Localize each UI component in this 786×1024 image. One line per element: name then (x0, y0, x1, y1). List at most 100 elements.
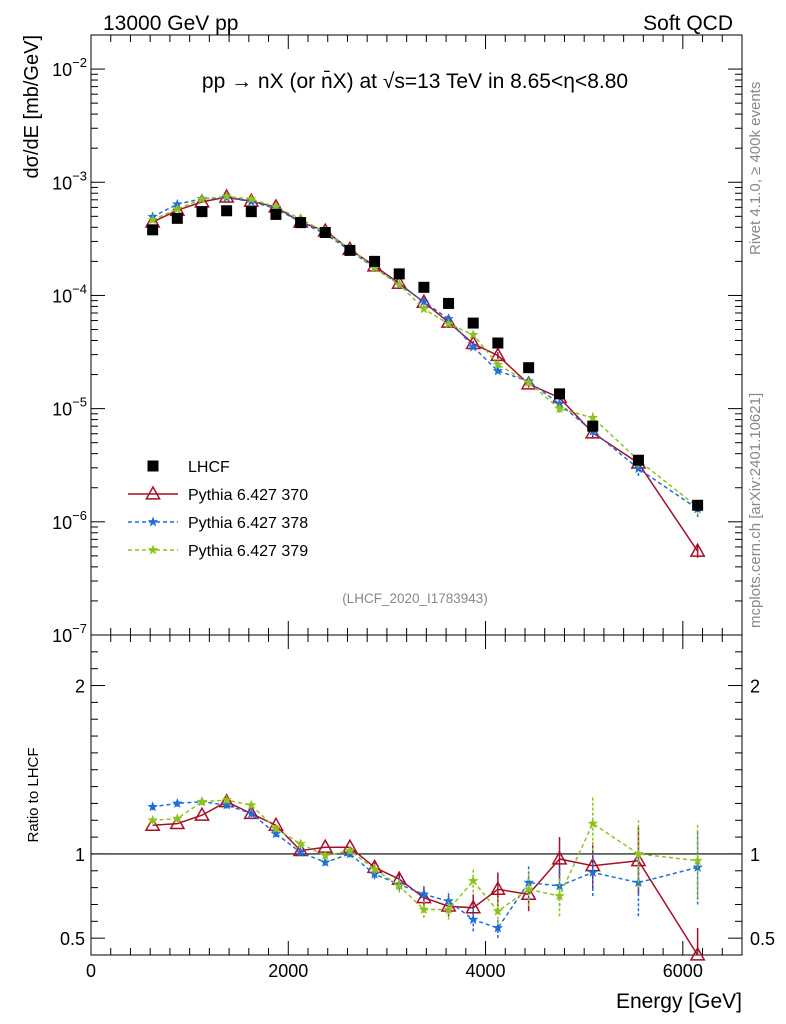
ratio-plot-frame (90, 634, 743, 956)
ratio-point-pythia-6-427-370 (689, 946, 706, 961)
main-y-tick-label: 10−5 (52, 395, 87, 420)
ratio-point-pythia-6-427-378 (467, 914, 479, 925)
ratio-point-pythia-6-427-379 (221, 794, 232, 805)
main-point-lhcf (632, 454, 644, 466)
ratio-y-tick-label: 1 (75, 845, 85, 865)
main-point-lhcf (443, 297, 455, 309)
main-point-pythia-6-427-379 (369, 262, 380, 273)
ratio-point-pythia-6-427-379 (554, 890, 565, 901)
main-point-pythia-6-427-378 (418, 296, 430, 307)
main-point-lhcf (221, 205, 233, 217)
main-point-pythia-6-427-379 (492, 359, 504, 370)
x-tick-label: 6000 (663, 961, 703, 981)
main-point-pythia-6-427-378 (633, 463, 644, 474)
x-axis: 0 2000 4000 6000 (86, 35, 743, 981)
ratio-point-pythia-6-427-379 (418, 904, 430, 914)
ratio-point-pythia-6-427-379 (633, 848, 644, 859)
ratio-point-pythia-6-427-379 (196, 796, 208, 807)
header-energy-label: 13000 GeV pp (103, 12, 238, 35)
main-y-tick-label: 10−4 (52, 281, 87, 306)
main-y-tick-label: 10−7 (52, 621, 87, 646)
main-point-pythia-6-427-379 (246, 193, 257, 204)
x-tick-label: 4000 (466, 961, 506, 981)
main-series-group (144, 188, 706, 558)
main-point-pythia-6-427-379 (418, 303, 430, 314)
main-y-tick-label: 10−6 (52, 508, 87, 533)
main-point-lhcf (393, 268, 405, 280)
ratio-point-pythia-6-427-379 (692, 855, 703, 866)
ratio-point-pythia-6-427-370 (489, 880, 506, 895)
ratio-point-pythia-6-427-379 (344, 845, 356, 856)
main-point-lhcf (319, 226, 331, 238)
ratio-y-axis-label: Ratio to LHCF (25, 747, 42, 842)
main-line-pythia-6-427-379 (152, 195, 699, 508)
ratio-y-axis: 0.5 0.5 1 1 2 2 (60, 651, 775, 949)
legend-label-pythia-6-427-379: Pythia 6.427 379 (188, 543, 308, 560)
legend-marker-pythia-6-427-378 (147, 516, 159, 527)
ratio-point-pythia-6-427-379 (369, 863, 380, 874)
main-point-lhcf (692, 499, 704, 511)
mcplots-label: mcplots.cern.ch [arXiv:2401.10621] (747, 393, 764, 628)
chart-title: pp → nX (or n̄X) at √s=13 TeV in 8.65<η<… (202, 70, 628, 93)
ratio-point-pythia-6-427-378 (443, 895, 454, 906)
ratio-point-pythia-6-427-378 (492, 922, 504, 933)
main-y-axis-label: dσ/dE [mb/GeV] (21, 35, 43, 179)
main-point-lhcf (369, 255, 381, 267)
legend-label-pythia-6-427-370: Pythia 6.427 370 (188, 487, 308, 504)
ratio-series-group (144, 793, 706, 961)
ratio-y-tick-label-right: 0.5 (750, 929, 775, 949)
legend-label-pythia-6-427-378: Pythia 6.427 378 (188, 515, 308, 532)
ratio-point-pythia-6-427-379 (467, 875, 479, 886)
main-y-tick-label: 10−2 (52, 55, 87, 80)
main-point-pythia-6-427-379 (587, 412, 598, 423)
ratio-point-pythia-6-427-379 (587, 818, 598, 829)
ratio-point-pythia-6-427-379 (295, 838, 306, 849)
ratio-y-tick-label-right: 2 (750, 677, 760, 697)
legend-label-lhcf: LHCF (188, 459, 230, 476)
main-y-tick-label: 10−3 (52, 168, 87, 193)
ratio-point-pythia-6-427-378 (270, 828, 282, 839)
x-axis-label: Energy [GeV] (616, 990, 742, 1013)
ratio-point-pythia-6-427-370 (194, 806, 210, 821)
ratio-point-pythia-6-427-378 (418, 888, 430, 899)
legend-marker-pythia-6-427-379 (147, 544, 159, 555)
main-point-pythia-6-427-379 (147, 214, 158, 225)
main-point-pythia-6-427-379 (172, 203, 183, 214)
main-point-lhcf (467, 317, 479, 329)
ratio-point-pythia-6-427-370 (144, 816, 161, 831)
main-point-pythia-6-427-378 (467, 341, 479, 352)
main-point-pythia-6-427-370 (689, 542, 706, 557)
ratio-point-pythia-6-427-379 (394, 880, 405, 891)
main-point-lhcf (196, 206, 208, 218)
main-point-pythia-6-427-378 (443, 313, 454, 324)
ratio-point-pythia-6-427-379 (147, 814, 158, 825)
main-point-pythia-6-427-378 (492, 365, 504, 376)
main-point-pythia-6-427-379 (270, 201, 282, 212)
ratio-point-pythia-6-427-379 (443, 904, 454, 914)
main-point-pythia-6-427-379 (221, 190, 232, 201)
main-y-axis: 10−7 10−6 10−5 10−4 10−3 10−2 (52, 34, 742, 646)
main-point-pythia-6-427-379 (394, 278, 405, 289)
legend-marker-pythia-6-427-370 (145, 485, 161, 500)
ratio-y-tick-label-right: 1 (750, 845, 760, 865)
ratio-point-pythia-6-427-370 (169, 815, 186, 830)
ratio-point-pythia-6-427-379 (270, 823, 282, 834)
main-point-pythia-6-427-379 (196, 193, 208, 204)
x-tick-label: 0 (86, 961, 96, 981)
main-point-pythia-6-427-370 (440, 313, 457, 328)
x-tick-label: 2000 (268, 961, 308, 981)
ratio-y-tick-label: 0.5 (60, 929, 85, 949)
legend-marker-lhcf (147, 460, 159, 472)
main-point-lhcf (587, 420, 599, 432)
ratio-point-pythia-6-427-379 (320, 850, 331, 861)
ratio-point-pythia-6-427-378 (221, 799, 232, 810)
main-point-pythia-6-427-370 (584, 424, 601, 439)
header-category-label: Soft QCD (643, 12, 733, 35)
ratio-line-pythia-6-427-378 (152, 800, 698, 929)
ratio-point-pythia-6-427-378 (147, 801, 158, 812)
main-point-lhcf (171, 212, 183, 224)
main-point-lhcf (147, 224, 159, 236)
ratio-point-pythia-6-427-378 (523, 877, 534, 888)
main-point-lhcf (523, 362, 535, 374)
ratio-point-pythia-6-427-378 (246, 808, 257, 818)
